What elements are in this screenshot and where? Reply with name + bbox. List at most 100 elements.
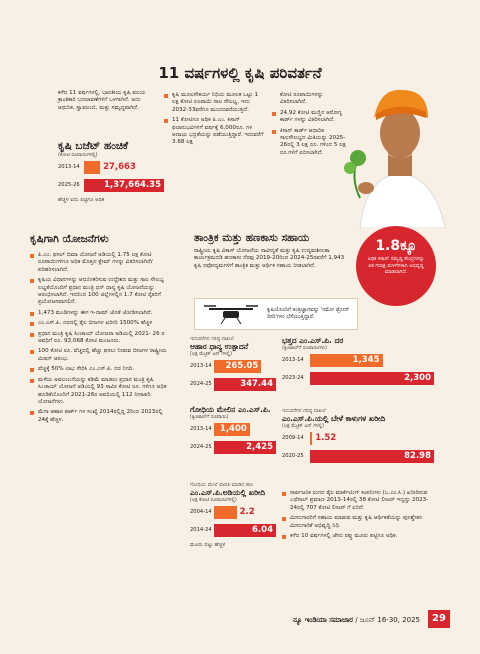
bar-row: 2023-24 2,300 xyxy=(282,372,434,385)
bar-row: 2013-14 265.05 xyxy=(190,360,276,373)
bar xyxy=(310,354,383,367)
bullet: ಮಳೆಯ ಅವಲಂಬನೆಯನ್ನು ಕಡಿಮೆ ಮಾಡಲು ಪ್ರಧಾನ ಮಂತ… xyxy=(30,377,170,407)
right-bullets: ಸಾರ್ವಜನಿಕ ರಂಗದ ತೈಲ ಮಾರ್ಕೆಟಿಂಗ್ ಕಂಪನಿಗಳು … xyxy=(282,490,432,543)
category-label: 2023-24 xyxy=(282,375,304,381)
bullet: 100 ಕೋಟಿ ರೂ. ವೆಚ್ಚದಲ್ಲಿ ಹೆಚ್ಚು ಫಸಲು ನೀಡು… xyxy=(30,348,170,363)
bar xyxy=(310,450,434,463)
chart-unit: (ಲಕ್ಷ ಮೆಟ್ರಿಕ್ ಟನ್ ಗಳಲ್ಲಿ) xyxy=(190,352,233,357)
tech-text: ರಾಷ್ಟ್ರೀಯ ಕೃಷಿ ವಿಕಾಸ್ ಯೋಜನೆಯ ನಾವೀನ್ಯತೆ ಮ… xyxy=(194,248,345,269)
chart-title: ಭತ್ತದ ಎಂ.ಎಸ್.ಪಿ. ದರ xyxy=(282,336,344,345)
bar-chart: ಗೋಧಿಯ ಮೇಲಿನ ಎಂ.ಎಸ್.ಪಿ. (ಕ್ವಿಂಟಾಲ್‌ಗೆ ರೂಪಾ… xyxy=(190,405,276,459)
value-label: 6.04 xyxy=(252,525,273,535)
category-label: 2013-14 xyxy=(58,164,80,170)
bullet: ಕೃಷಿ ಮೂಲಸೌಕರ್ಯ ನಿಧಿಯ ಮೂಲಕ ಒಟ್ಟು 1 ಲಕ್ಷ ಕ… xyxy=(164,92,264,114)
drone-box: ಕೃಷಿಯೊಂದಿಗೆ ತಂತ್ರಜ್ಞಾನವನ್ನು 'ನಮೋ ಡ್ರೋನ್ … xyxy=(194,298,358,330)
value-label: 1,345 xyxy=(352,355,380,365)
right-top: ಕೋಟಿ ರೂಪಾಯಿಗಳನ್ನು ವಿತರಿಸಲಾಗಿದೆ. 24.92 ಕೋ… xyxy=(272,92,348,160)
bullet: ಕಿಸಾನ್ ಕಾರ್ಡ್ ಆಧಾರಿತ ಸಾಲಸೌಲಭ್ಯದ ಮಿತಿಯನ್ನ… xyxy=(272,128,348,158)
value-label: 82.98 xyxy=(404,451,431,461)
section-title: ಕೃಷಿಗಾಗಿ ಯೋಜನೆಗಳು xyxy=(30,233,109,245)
bullet: ಮೆಗಾ ಆಹಾರ ಪಾರ್ಕ್ ಗಳ ಸಂಖ್ಯೆ 2014ರಲ್ಲಿದ್ದ … xyxy=(30,409,170,424)
publication: ನ್ಯೂ ಇಂಡಿಯಾ ಸಮಾಚಾರ xyxy=(292,616,354,624)
middle-bullets: ಕೃಷಿ ಮೂಲಸೌಕರ್ಯ ನಿಧಿಯ ಮೂಲಕ ಒಟ್ಟು 1 ಲಕ್ಷ ಕ… xyxy=(164,92,264,150)
chart-unit: (ಲಕ್ಷ ಕೋಟಿ ರೂಪಾಯಿಗಳಲ್ಲಿ) xyxy=(190,498,237,503)
chart-unit: (ಲಕ್ಷ ಮೆಟ್ರಿಕ್ ಟನ್ ಗಳಲ್ಲಿ) xyxy=(282,424,325,429)
value-label: 27,663 xyxy=(103,162,136,172)
chart-note: ಮೂರು ಪಟ್ಟು ಹೆಚ್ಚಳ xyxy=(190,542,226,548)
chart-title: ಎಂ.ಎಸ್.ಪಿ.ಯಲ್ಲಿ ಬೇಳೆ ಕಾಳುಗಳ ಖರೀದಿ xyxy=(282,414,386,423)
category-label: 2013-14 xyxy=(190,363,212,369)
category-label: 2020-25 xyxy=(282,453,304,459)
chart-kicker: ಇದುವರೆಗಿನ ಗರಿಷ್ಠ ದಾಖಲೆ xyxy=(282,408,326,414)
bullet: 24.92 ಕೋಟಿ ಮಣ್ಣಿನ ಆರೋಗ್ಯ ಕಾರ್ಡ್ ಗಳನ್ನು ವ… xyxy=(272,110,348,125)
category-label: 2009-14 xyxy=(282,435,304,441)
intro: ಕಳೆದ 11 ವರ್ಷಗಳಲ್ಲಿ, ಭಾರತೀಯ ಕೃಷಿ ವಲಯ ಕ್ರಾ… xyxy=(58,90,146,111)
bullet: ಪಿ.ಎಂ. ಫಸಲ್ ಬಿಮಾ ಯೋಜನೆ ಅಡಿಯಲ್ಲಿ 1.75 ಲಕ್… xyxy=(30,252,170,274)
bullet: ಮೀನುಗಾರರಿಗೆ ಸಹಾಯ ಮಾಡುವ ಮತ್ತು ಕೃಷಿ ಆರ್ಥಿಕ… xyxy=(282,515,432,530)
bar xyxy=(310,432,313,445)
category-label: 2025-26 xyxy=(58,182,80,188)
chart-kicker: ಇದುವರೆಗಿನ ಗರಿಷ್ಠ ದಾಖಲೆ xyxy=(190,336,234,342)
bar xyxy=(214,423,250,436)
bar-row: 2013-14 1,345 xyxy=(282,354,434,367)
page-number: 29 xyxy=(428,610,450,628)
value-label: 1.52 xyxy=(315,433,337,443)
chart-note: ಹೆಚ್ಚಳ ಐದು ಪಟ್ಟಿಗೂ ಅಧಿಕ xyxy=(58,197,105,203)
page-title: 11 ವರ್ಷಗಳಲ್ಲಿ ಕೃಷಿ ಪರಿವರ್ತನೆ xyxy=(158,64,322,82)
category-label: 2024-25 xyxy=(190,444,212,450)
value-label: 2,425 xyxy=(246,442,273,452)
bar xyxy=(214,441,276,454)
schemes: ಕೃಷಿಗಾಗಿ ಯೋಜನೆಗಳು ಪಿ.ಎಂ. ಫಸಲ್ ಬಿಮಾ ಯೋಜನೆ… xyxy=(30,233,170,427)
highlight-text: ಅಧಿಕ ಕಿಸಾನ್ ಸಮೃದ್ಧಿ ಕೇಂದ್ರಗಳನ್ನು ಏಕ ಗವಾಕ… xyxy=(367,256,425,276)
bar xyxy=(84,161,101,174)
value-label: 265.05 xyxy=(225,361,259,371)
bar-row: 2014-24 6.04 xyxy=(190,524,276,537)
chart-title: ಗೋಧಿಯ ಮೇಲಿನ ಎಂ.ಎಸ್.ಪಿ. xyxy=(190,405,271,414)
chart-title: ಕೃಷಿ ಬಜೆಟ್ ಹಂಚಿಕೆ xyxy=(58,140,129,152)
bar-chart: ಇದುವರೆಗಿನ ಗರಿಷ್ಠ ದಾಖಲೆ ಆಹಾರ ಧಾನ್ಯ ಉತ್ಪಾದನ… xyxy=(190,336,276,396)
bar-chart: ಭತ್ತದ ಎಂ.ಎಸ್.ಪಿ. ದರ (ಕ್ವಿಂಟಾಲ್‌ಗೆ ರೂಪಾಯಿಗ… xyxy=(282,336,434,390)
bar-row: 2009-14 1.52 xyxy=(282,432,434,445)
section-title: ತಾಂತ್ರಿಕ ಮತ್ತು ಹಣಕಾಸು ಸಹಾಯ xyxy=(194,232,310,244)
lead-text: ಕೋಟಿ ರೂಪಾಯಿಗಳನ್ನು ವಿತರಿಸಲಾಗಿದೆ. xyxy=(280,92,324,106)
bar-row: 2024-25 347.44 xyxy=(190,378,276,391)
bar xyxy=(310,372,434,385)
bullet: ಸಾರ್ವಜನಿಕ ರಂಗದ ತೈಲ ಮಾರ್ಕೆಟಿಂಗ್ ಕಂಪನಿಗಳು … xyxy=(282,490,432,512)
bullet: ಕೃಷಿಯ ವಿಧಾನಗಳನ್ನು ಆಧುನೀಕರಿಸುವ ಉದ್ದೇಶದ ಮತ… xyxy=(30,277,170,307)
category-label: 2013-14 xyxy=(282,357,304,363)
bar-row: 2025-26 1,37,664.35 xyxy=(58,179,164,192)
bar xyxy=(214,524,276,537)
bar-chart: ಇದುವರೆಗಿನ ಗರಿಷ್ಠ ದಾಖಲೆ ಎಂ.ಎಸ್.ಪಿ.ಯಲ್ಲಿ ಬೇ… xyxy=(282,408,434,468)
chart-title: ಆಹಾರ ಧಾನ್ಯ ಉತ್ಪಾದನೆ xyxy=(190,342,249,351)
bullet: 11 ಕೋಟಿಗೂ ಅಧಿಕ ಪಿ.ಎಂ. ಕಿಸಾನ್ ಫಲಾನುಭವಿಗಳಿ… xyxy=(164,117,264,147)
bar-chart: ಕೃಷಿ ಬಜೆಟ್ ಹಂಚಿಕೆ (ಕೋಟಿ ರೂಪಾಯಿಗಳಲ್ಲಿ) 2013… xyxy=(58,140,164,204)
value-label: 1,400 xyxy=(219,424,247,434)
chart-title: ಎಂ.ಎಸ್.ಪಿ.ಅಡಿಯಲ್ಲಿ ಖರೀದಿ xyxy=(190,488,266,497)
farmer-illustration xyxy=(344,89,446,228)
value-label: 2,300 xyxy=(404,373,431,383)
value-label: 2.2 xyxy=(239,507,255,517)
category-label: 2014-24 xyxy=(190,527,212,533)
chart-unit: (ಕೋಟಿ ರೂಪಾಯಿಗಳಲ್ಲಿ) xyxy=(58,153,98,158)
highlight-value: 1.8ಕ್ಕೂ xyxy=(375,238,417,254)
bar-row: 2013-14 1,400 xyxy=(190,423,276,436)
drone-text: ಕೃಷಿಯೊಂದಿಗೆ ತಂತ್ರಜ್ಞಾನವನ್ನು 'ನಮೋ ಡ್ರೋನ್ … xyxy=(267,307,350,320)
category-label: 2013-14 xyxy=(190,426,212,432)
bullet: ವೆಚ್ಚಕ್ಕೆ 50% ಲಾಭ ಸೇರಿಸಿ ಎಂ.ಎಸ್.ಪಿ. ದರ ನ… xyxy=(30,366,170,373)
bullet: ಕಳೆದ 10 ವರ್ಷಗಳಲ್ಲಿ ಜೇನು ರಫ್ತು ಮೂರು ಪಟ್ಟಿ… xyxy=(282,533,432,540)
issue-date: / ಜೂನ್ 16-30, 2025 xyxy=(355,616,420,624)
bar-row: 2024-25 2,425 xyxy=(190,441,276,454)
tech: ತಾಂತ್ರಿಕ ಮತ್ತು ಹಣಕಾಸು ಸಹಾಯ ರಾಷ್ಟ್ರೀಯ ಕೃಷ… xyxy=(194,232,352,270)
bullet: ಎಂ.ಎಸ್.ಪಿ. ದರದಲ್ಲಿ ತೈಲ ಬೀಜಗಳ ಖರೀದಿ 1500%… xyxy=(30,320,170,327)
category-label: 2004-14 xyxy=(190,509,212,515)
bar xyxy=(214,378,276,391)
bar-row: 2013-14 27,663 xyxy=(58,161,164,174)
value-label: 1,37,664.35 xyxy=(103,180,161,190)
bar xyxy=(214,360,262,373)
bullet: 1,473 ಮಂಡಿಗಳನ್ನು ಈಗ ಇ-ನಾಮ್ ಜೊತೆ ಜೋಡಿಸಲಾಗ… xyxy=(30,310,170,317)
bar-row: 2004-14 2.2 xyxy=(190,506,276,519)
footer: ನ್ಯೂ ಇಂಡಿಯಾ ಸಮಾಚಾರ / ಜೂನ್ 16-30, 2025 xyxy=(293,616,420,625)
bar xyxy=(84,179,164,192)
value-label: 347.44 xyxy=(240,379,273,389)
